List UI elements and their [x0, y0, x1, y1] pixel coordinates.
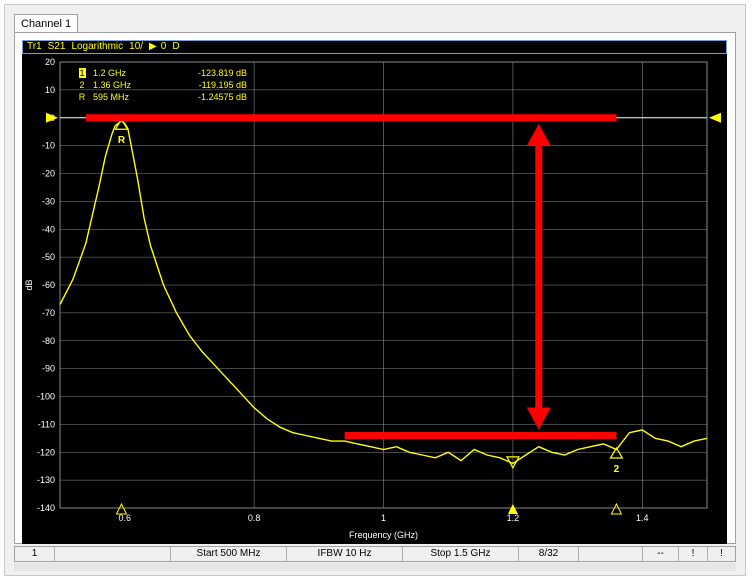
- ref-level-left-marker-icon: [46, 112, 58, 123]
- y-tick-label: -100: [37, 392, 55, 402]
- marker-readout-freq: 1.2 GHz: [93, 68, 127, 78]
- y-tick-label: -20: [42, 169, 55, 179]
- y-tick-label: -120: [37, 447, 55, 457]
- marker-readout-value: -119.195 dB: [199, 80, 247, 90]
- marker-2-icon: [609, 446, 624, 459]
- y-tick-label: -110: [38, 419, 55, 429]
- y-tick-label: 10: [45, 85, 55, 95]
- status-start[interactable]: Start 500 MHz: [171, 547, 287, 561]
- y-tick-label: -130: [37, 475, 55, 485]
- y-tick-label: -80: [42, 336, 55, 346]
- y-tick-label: -70: [42, 308, 55, 318]
- marker-readout-id: 1: [79, 68, 84, 78]
- status-blank-2: [579, 547, 643, 561]
- status-stop[interactable]: Stop 1.5 GHz: [403, 547, 519, 561]
- marker-readout-freq: 1.36 GHz: [93, 80, 132, 90]
- trace-ref-value[interactable]: 0: [160, 41, 167, 52]
- axis-marker-icon: [610, 502, 623, 515]
- y-tick-label: -90: [42, 364, 55, 374]
- x-tick-label: 1.4: [636, 513, 649, 523]
- status-bar: 1 Start 500 MHz IFBW 10 Hz Stop 1.5 GHz …: [14, 546, 736, 562]
- status-points: 8/32: [519, 547, 579, 561]
- x-tick-label: 1.2: [507, 513, 520, 523]
- y-tick-label: -60: [42, 280, 55, 290]
- x-tick-label: 0.8: [248, 513, 261, 523]
- x-tick-label: 1: [381, 513, 386, 523]
- status-channel: 1: [15, 547, 55, 561]
- marker-readout-value: -123.819 dB: [198, 68, 247, 78]
- status-flag-3: !: [720, 548, 723, 559]
- status-ifbw[interactable]: IFBW 10 Hz: [287, 547, 403, 561]
- marker-r-label: R: [118, 135, 126, 146]
- axis-marker-1-icon: [507, 504, 518, 514]
- horizontal-scrollbar[interactable]: [14, 563, 736, 571]
- active-marker-indicator: [79, 68, 86, 78]
- y-tick-label: -40: [42, 224, 55, 234]
- annotation-arrow-down-icon: [526, 407, 551, 430]
- ref-level-right-marker-icon: [709, 112, 721, 123]
- axis-marker-icon: [115, 502, 128, 515]
- trace-parameter[interactable]: S21: [47, 41, 66, 52]
- y-tick-label: -10: [42, 141, 55, 151]
- y-tick-label: -50: [42, 252, 55, 262]
- y-axis-label: dB: [24, 279, 34, 290]
- trace-header[interactable]: Tr1 S21 Logarithmic 10/ ▶ 0 D: [22, 40, 727, 54]
- marker-r-icon: [114, 118, 129, 130]
- tab-channel-1[interactable]: Channel 1: [14, 14, 79, 32]
- trace-format[interactable]: Logarithmic: [71, 41, 124, 52]
- y-tick-label: 20: [45, 57, 55, 67]
- marker-readout-id: R: [79, 92, 86, 102]
- marker-readout-value: -1.24575 dB: [198, 92, 247, 102]
- marker-readout-id: 2: [79, 80, 84, 90]
- trace-id[interactable]: Tr1: [27, 41, 42, 52]
- trace-line: [59, 120, 708, 465]
- ref-arrow-icon: ▶: [149, 41, 157, 52]
- chart-svg[interactable]: 20100-10-20-30-40-50-60-70-80-90-100-110…: [22, 54, 727, 544]
- trace-scale[interactable]: 10/: [129, 41, 144, 52]
- marker-2-label: 2: [614, 464, 620, 475]
- plot-area[interactable]: 20100-10-20-30-40-50-60-70-80-90-100-110…: [22, 54, 727, 544]
- x-axis-label: Frequency (GHz): [349, 530, 418, 540]
- status-flag-1: --: [643, 547, 679, 561]
- status-flag-2: !: [679, 547, 708, 561]
- status-blank: [55, 547, 171, 561]
- marker-readout-freq: 595 MHz: [93, 92, 130, 102]
- y-tick-label: -30: [42, 196, 55, 206]
- marker-1-icon: [505, 456, 520, 470]
- y-tick-label: -140: [37, 503, 55, 513]
- x-tick-label: 0.6: [118, 513, 131, 523]
- annotation-arrow-up-icon: [526, 123, 551, 146]
- trace-flag: D: [172, 41, 180, 52]
